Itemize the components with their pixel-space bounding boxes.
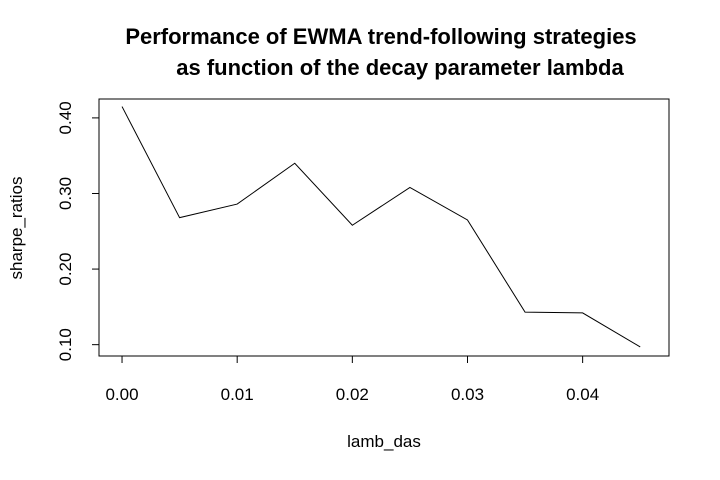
series-group bbox=[121, 106, 641, 348]
chart-title: Performance of EWMA trend-following stra… bbox=[125, 24, 636, 49]
x-tick-label: 0.03 bbox=[451, 385, 484, 404]
plot-frame bbox=[98, 98, 670, 357]
y-axis-label: sharpe_ratios bbox=[7, 176, 26, 279]
y-tick-label: 0.30 bbox=[56, 177, 75, 210]
x-axis: 0.00 0.01 0.02 0.03 0.04 bbox=[105, 355, 599, 404]
x-tick-label: 0.01 bbox=[221, 385, 254, 404]
chart-title-line2: as function of the decay parameter lambd… bbox=[176, 55, 624, 80]
y-tick-label: 0.20 bbox=[56, 253, 75, 286]
series-line bbox=[121, 106, 641, 348]
y-tick-label: 0.40 bbox=[56, 101, 75, 134]
y-tick-label: 0.10 bbox=[56, 328, 75, 361]
y-axis: 0.10 0.20 0.30 0.40 bbox=[56, 101, 100, 361]
x-tick-label: 0.02 bbox=[336, 385, 369, 404]
x-tick-label: 0.04 bbox=[566, 385, 599, 404]
x-axis-label: lamb_das bbox=[347, 432, 421, 451]
x-tick-label: 0.00 bbox=[105, 385, 138, 404]
